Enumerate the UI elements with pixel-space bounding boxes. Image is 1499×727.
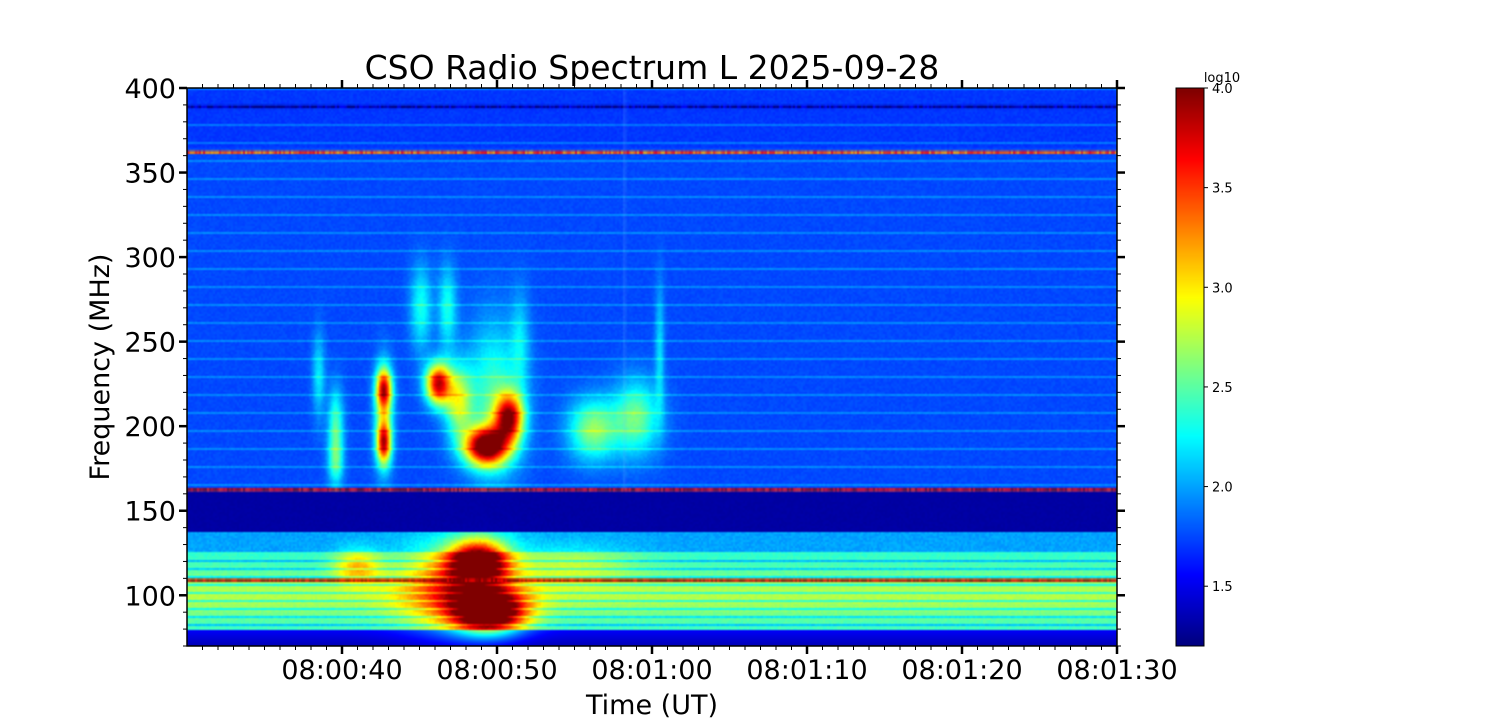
colorbar-tick-label: 3.5 bbox=[1212, 182, 1233, 197]
y-tick-label: 300 bbox=[124, 243, 176, 274]
y-tick-label: 250 bbox=[124, 328, 176, 359]
y-axis: 100 150 200 250 300 350 400 bbox=[124, 74, 1125, 647]
colorbar: log10 1.5 2.0 2.5 3.0 3.5 4.0 bbox=[1175, 71, 1240, 647]
y-axis-label: Frequency (MHz) bbox=[85, 254, 116, 481]
y-tick-label: 400 bbox=[124, 74, 176, 105]
x-tick-label: 08:01:20 bbox=[901, 655, 1022, 686]
x-axis-label: Time (UT) bbox=[585, 690, 718, 721]
colorbar-frame bbox=[1175, 87, 1205, 647]
y-tick-label: 350 bbox=[124, 159, 176, 190]
spectrogram-image bbox=[187, 88, 1117, 646]
colorbar-label: log10 bbox=[1204, 71, 1240, 86]
colorbar-ticks: 1.5 2.0 2.5 3.0 3.5 4.0 bbox=[1204, 82, 1233, 595]
colorbar-gradient bbox=[1176, 88, 1204, 646]
x-axis: 08:00:40 08:00:50 08:01:00 08:01:10 08:01:20… bbox=[202, 80, 1178, 686]
y-tick-label: 200 bbox=[124, 412, 176, 443]
colorbar-tick-label: 3.0 bbox=[1212, 281, 1233, 296]
x-tick-label: 08:01:30 bbox=[1056, 655, 1177, 686]
y-tick-label: 150 bbox=[124, 497, 176, 528]
x-tick-label: 08:00:50 bbox=[436, 655, 557, 686]
colorbar-tick-label: 2.0 bbox=[1212, 481, 1233, 496]
colorbar-tick-label: 1.5 bbox=[1212, 580, 1233, 595]
x-tick-label: 08:00:40 bbox=[281, 655, 402, 686]
x-tick-label: 08:01:00 bbox=[591, 655, 712, 686]
spectrogram-raster bbox=[187, 88, 1117, 646]
y-tick-label: 100 bbox=[124, 581, 176, 612]
plot-area bbox=[186, 87, 1118, 647]
x-tick-label: 08:01:10 bbox=[746, 655, 867, 686]
colorbar-tick-label: 2.5 bbox=[1212, 381, 1233, 396]
colorbar-tick-label: 4.0 bbox=[1212, 82, 1233, 97]
colorbar-raster bbox=[1176, 88, 1204, 646]
